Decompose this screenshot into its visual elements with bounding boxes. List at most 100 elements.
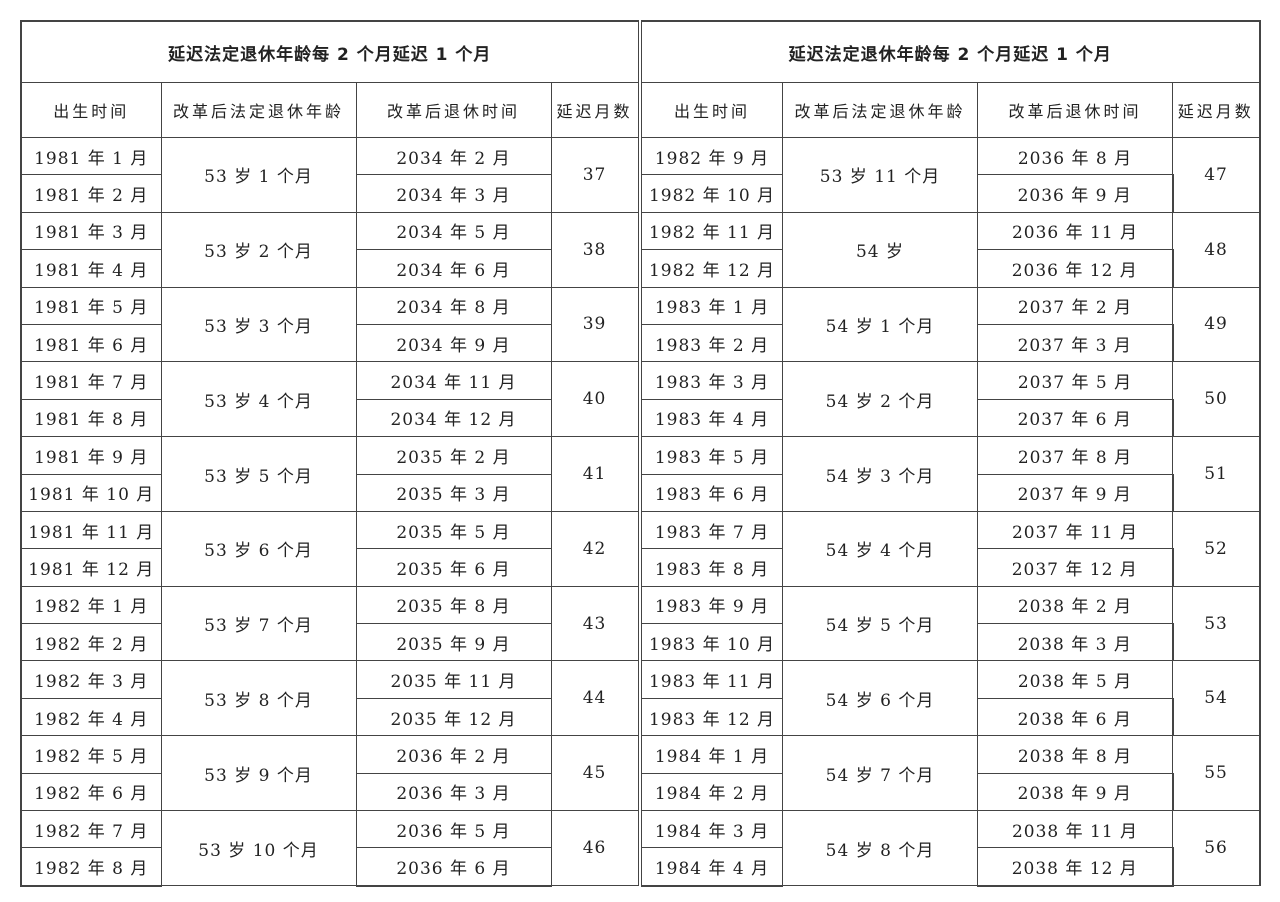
table-title: 延迟法定退休年龄每 2 个月延迟 1 个月 — [19, 20, 639, 83]
retirement-age-cell: 54 岁 — [782, 211, 978, 288]
table-row: 1982 年 9 月 53 岁 11 个月 2036 年 8 月 47 — [641, 136, 1261, 213]
birth-date-cell: 1983 年 8 月 — [641, 548, 783, 587]
table-row: 1981 年 2 月 2034 年 3 月 — [20, 174, 638, 213]
table-row: 1984 年 4 月 2038 年 12 月 — [641, 847, 1260, 887]
table-row: 1982 年 1 月 53 岁 7 个月 2035 年 8 月 43 — [20, 585, 639, 662]
retirement-age-cell: 53 岁 2 个月 — [160, 211, 357, 288]
delay-months-cell: 56 — [1171, 810, 1261, 887]
retirement-date-cell: 2034 年 9 月 — [355, 323, 552, 363]
table-row: 1983 年 8 月 2037 年 12 月 — [641, 548, 1260, 587]
retirement-date-cell: 2034 年 11 月 — [355, 361, 552, 400]
retirement-age-cell: 53 岁 8 个月 — [160, 660, 357, 737]
delay-months-cell: 38 — [550, 211, 639, 288]
retirement-age-cell: 53 岁 1 个月 — [160, 137, 357, 213]
retirement-date-cell: 2034 年 5 月 — [355, 211, 552, 251]
birth-date-cell: 1981 年 4 月 — [20, 249, 162, 288]
birth-date-cell: 1981 年 11 月 — [20, 510, 162, 550]
retirement-age-cell: 53 岁 7 个月 — [160, 585, 357, 662]
birth-date-cell: 1981 年 2 月 — [20, 174, 162, 213]
birth-date-cell: 1984 年 2 月 — [641, 772, 783, 812]
header-delay-months: 延迟月数 — [1171, 82, 1261, 138]
table-row: 1981 年 12 月 2035 年 6 月 — [20, 548, 638, 587]
table-row: 1983 年 11 月 54 岁 6 个月 2038 年 5 月 54 — [641, 660, 1261, 737]
retirement-date-cell: 2036 年 11 月 — [977, 211, 1173, 251]
retirement-date-cell: 2034 年 12 月 — [355, 398, 552, 438]
retirement-date-cell: 2038 年 8 月 — [977, 735, 1173, 774]
delay-months-cell: 51 — [1171, 436, 1261, 512]
retirement-age-cell: 53 岁 5 个月 — [160, 436, 357, 512]
table-row: 1983 年 3 月 54 岁 2 个月 2037 年 5 月 50 — [641, 361, 1261, 438]
table-title: 延迟法定退休年龄每 2 个月延迟 1 个月 — [640, 20, 1261, 83]
delay-months-cell: 52 — [1171, 510, 1261, 587]
delay-months-cell: 48 — [1171, 211, 1261, 288]
table-row: 1982 年 7 月 53 岁 10 个月 2036 年 5 月 46 — [20, 810, 639, 887]
retirement-date-cell: 2038 年 6 月 — [977, 697, 1174, 737]
delay-months-cell: 41 — [550, 436, 639, 512]
birth-date-cell: 1982 年 10 月 — [641, 174, 783, 213]
retirement-date-cell: 2038 年 12 月 — [977, 847, 1174, 887]
header-birth-date: 出生时间 — [20, 82, 162, 138]
delay-months-cell: 47 — [1171, 137, 1261, 213]
retirement-date-cell: 2036 年 6 月 — [355, 847, 552, 887]
table-row: 1981 年 6 月 2034 年 9 月 — [20, 323, 638, 363]
table-row: 1983 年 10 月 2038 年 3 月 — [641, 623, 1260, 662]
table-row: 1983 年 2 月 2037 年 3 月 — [641, 323, 1260, 363]
table-row: 1984 年 3 月 54 岁 8 个月 2038 年 11 月 56 — [641, 810, 1261, 887]
table-row: 1981 年 10 月 2035 年 3 月 — [20, 473, 638, 512]
table-title-row: 延迟法定退休年龄每 2 个月延迟 1 个月 — [19, 20, 639, 83]
retirement-date-cell: 2035 年 5 月 — [355, 510, 552, 550]
retirement-date-cell: 2035 年 8 月 — [355, 585, 552, 625]
table-row: 1982 年 4 月 2035 年 12 月 — [20, 697, 638, 737]
birth-date-cell: 1982 年 2 月 — [20, 623, 162, 662]
delay-months-cell: 42 — [550, 510, 639, 587]
birth-date-cell: 1983 年 11 月 — [641, 660, 783, 699]
delay-months-cell: 46 — [550, 810, 639, 887]
retirement-date-cell: 2036 年 9 月 — [977, 174, 1174, 213]
birth-date-cell: 1982 年 5 月 — [20, 735, 162, 774]
table-row: 1983 年 4 月 2037 年 6 月 — [641, 398, 1260, 438]
table-row: 1982 年 12 月 2036 年 12 月 — [641, 249, 1260, 288]
table-row: 1981 年 7 月 53 岁 4 个月 2034 年 11 月 40 — [20, 361, 639, 438]
retirement-date-cell: 2037 年 2 月 — [977, 286, 1173, 325]
retirement-date-cell: 2038 年 2 月 — [977, 585, 1173, 625]
birth-date-cell: 1983 年 4 月 — [641, 398, 783, 438]
retirement-date-cell: 2038 年 11 月 — [977, 810, 1173, 849]
retirement-age-cell: 54 岁 7 个月 — [782, 735, 978, 812]
delay-months-cell: 50 — [1171, 361, 1261, 438]
retirement-date-cell: 2034 年 8 月 — [355, 286, 552, 325]
table-row: 1981 年 8 月 2034 年 12 月 — [20, 398, 638, 438]
retirement-date-cell: 2037 年 9 月 — [977, 473, 1174, 512]
birth-date-cell: 1981 年 1 月 — [20, 136, 162, 176]
header-birth-date: 出生时间 — [641, 82, 783, 138]
header-row: 出生时间 改革后法定退休年龄 改革后退休时间 延迟月数 — [641, 82, 1261, 138]
retirement-date-cell: 2035 年 6 月 — [355, 548, 552, 587]
table-title-row: 延迟法定退休年龄每 2 个月延迟 1 个月 — [640, 20, 1261, 83]
birth-date-cell: 1983 年 10 月 — [641, 623, 783, 662]
table-row: 1983 年 7 月 54 岁 4 个月 2037 年 11 月 52 — [641, 510, 1261, 587]
retirement-date-cell: 2035 年 3 月 — [355, 473, 552, 512]
retirement-age-cell: 53 岁 6 个月 — [160, 510, 357, 587]
delay-months-cell: 55 — [1171, 735, 1261, 812]
birth-date-cell: 1982 年 6 月 — [20, 772, 162, 812]
birth-date-cell: 1981 年 7 月 — [20, 361, 162, 400]
table-row: 1982 年 11 月 54 岁 2036 年 11 月 48 — [641, 211, 1261, 288]
retirement-date-cell: 2037 年 11 月 — [977, 510, 1173, 550]
birth-date-cell: 1983 年 12 月 — [641, 697, 783, 737]
birth-date-cell: 1982 年 4 月 — [20, 697, 162, 737]
birth-date-cell: 1982 年 11 月 — [641, 211, 783, 251]
header-delay-months: 延迟月数 — [550, 82, 639, 138]
table-row: 1981 年 1 月 53 岁 1 个月 2034 年 2 月 37 — [20, 136, 639, 213]
delay-months-cell: 39 — [550, 286, 639, 363]
delay-months-cell: 53 — [1171, 585, 1261, 662]
retirement-date-cell: 2036 年 2 月 — [355, 735, 552, 774]
birth-date-cell: 1981 年 10 月 — [20, 473, 162, 512]
birth-date-cell: 1982 年 9 月 — [641, 136, 783, 176]
table-row: 1981 年 4 月 2034 年 6 月 — [20, 249, 638, 288]
retirement-age-cell: 54 岁 3 个月 — [782, 436, 978, 512]
birth-date-cell: 1981 年 8 月 — [20, 398, 162, 438]
retirement-date-cell: 2035 年 9 月 — [355, 623, 552, 662]
retirement-age-cell: 54 岁 1 个月 — [782, 286, 978, 363]
birth-date-cell: 1981 年 9 月 — [20, 436, 162, 475]
retirement-date-cell: 2035 年 11 月 — [355, 660, 552, 699]
birth-date-cell: 1983 年 6 月 — [641, 473, 783, 512]
